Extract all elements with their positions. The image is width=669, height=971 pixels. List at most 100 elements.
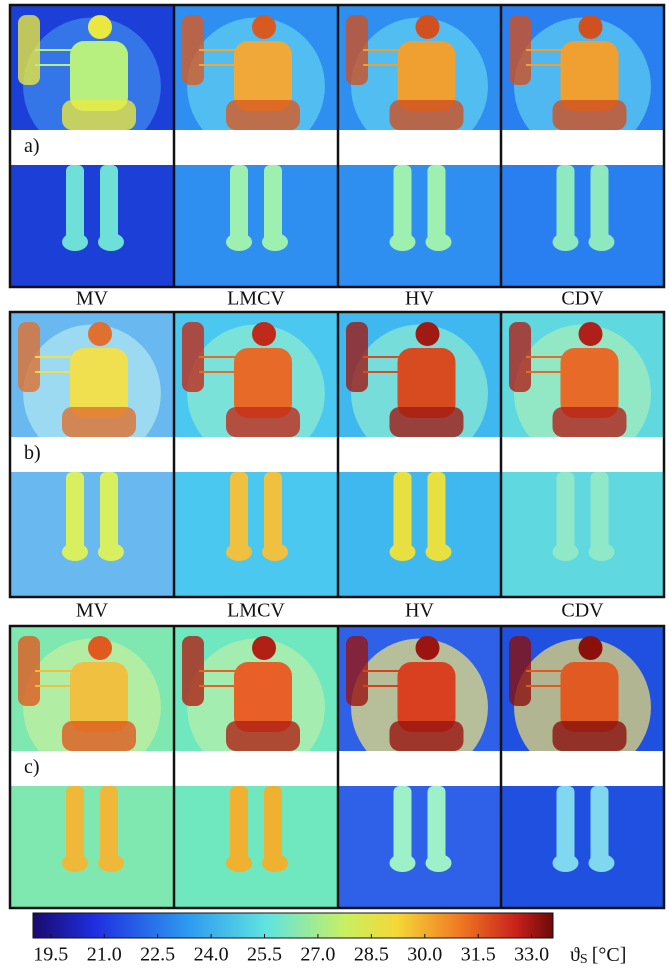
body-head <box>88 15 112 39</box>
body-head <box>416 636 440 660</box>
right-foot <box>589 543 615 561</box>
thermal-image <box>501 5 664 287</box>
column-label: HV <box>405 288 434 310</box>
left-foot <box>226 543 252 561</box>
thermal-image <box>501 312 664 597</box>
row-label: a) <box>24 135 40 157</box>
body-thighs <box>553 721 627 751</box>
left-foot <box>62 854 88 872</box>
column-label: HV <box>405 600 434 622</box>
left-foot <box>553 233 579 251</box>
white-band <box>174 751 338 786</box>
left-leg <box>557 472 575 552</box>
colorbar-tick-label: 21.0 <box>87 944 122 966</box>
left-leg <box>66 472 84 552</box>
white-band <box>174 437 338 472</box>
right-foot <box>98 233 124 251</box>
row-label: b) <box>24 442 41 464</box>
body-thighs <box>390 100 464 130</box>
colorbar-tick-label: 24.0 <box>194 944 229 966</box>
left-leg <box>394 786 412 863</box>
right-leg <box>428 786 446 863</box>
right-foot <box>98 543 124 561</box>
colorbar-tick-label: 19.5 <box>33 944 68 966</box>
left-leg <box>394 165 412 242</box>
thermal-image <box>338 312 501 597</box>
thermal-image <box>174 5 338 287</box>
left-foot <box>62 233 88 251</box>
body-thighs <box>62 721 136 751</box>
right-foot <box>589 233 615 251</box>
colorbar-tick-label: 22.5 <box>140 944 175 966</box>
right-foot <box>262 854 288 872</box>
right-leg <box>264 165 282 242</box>
column-label: LMCV <box>227 288 285 310</box>
body-head <box>579 636 603 660</box>
column-label: MV <box>76 288 109 310</box>
right-leg <box>264 472 282 552</box>
right-foot <box>426 233 452 251</box>
body-thighs <box>553 100 627 130</box>
left-leg <box>394 472 412 552</box>
white-band <box>338 130 501 165</box>
right-leg <box>591 472 609 552</box>
left-foot <box>553 854 579 872</box>
right-leg <box>100 165 118 242</box>
left-foot <box>226 233 252 251</box>
right-foot <box>98 854 124 872</box>
left-leg <box>66 165 84 242</box>
body-thighs <box>62 100 136 130</box>
body-head <box>88 636 112 660</box>
white-band <box>338 437 501 472</box>
body-head <box>579 15 603 39</box>
right-foot <box>426 854 452 872</box>
left-foot <box>390 854 416 872</box>
body-head <box>416 322 440 346</box>
right-foot <box>589 854 615 872</box>
thermal-image <box>174 312 338 597</box>
left-foot <box>226 854 252 872</box>
white-band <box>174 130 338 165</box>
right-leg <box>100 472 118 552</box>
body-thighs <box>390 407 464 437</box>
body-thighs <box>553 407 627 437</box>
unit-subscript: S <box>580 952 588 967</box>
body-head <box>579 322 603 346</box>
row-label: c) <box>24 756 40 778</box>
thermal-image <box>501 626 664 908</box>
left-leg <box>66 786 84 863</box>
body-head <box>252 322 276 346</box>
white-band <box>338 751 501 786</box>
white-band <box>501 751 664 786</box>
colorbar-unit: ϑS [°C] <box>570 944 626 968</box>
column-label: CDV <box>561 600 604 622</box>
body-thighs <box>226 721 300 751</box>
left-leg <box>230 786 248 863</box>
colorbar-tick-label: 31.5 <box>461 944 496 966</box>
thermal-image <box>174 626 338 908</box>
white-band <box>501 437 664 472</box>
unit-symbol: ϑ <box>570 944 580 966</box>
column-label: LMCV <box>227 600 285 622</box>
body-head <box>416 15 440 39</box>
body-thighs <box>226 100 300 130</box>
left-leg <box>557 786 575 863</box>
column-label: CDV <box>561 288 604 310</box>
right-leg <box>100 786 118 863</box>
column-label: MV <box>76 600 109 622</box>
right-leg <box>591 786 609 863</box>
body-thighs <box>62 407 136 437</box>
left-leg <box>557 165 575 242</box>
left-foot <box>390 543 416 561</box>
right-leg <box>428 472 446 552</box>
unit-text: [°C] <box>592 944 627 966</box>
left-leg <box>230 165 248 242</box>
colorbar-tick-label: 33.0 <box>514 944 549 966</box>
white-band <box>501 130 664 165</box>
figure: a) MV LMCV HV CDV b) MV LMCV HV CDV c) 19.5 21.0 22.5… <box>0 0 669 971</box>
colorbar-tick-label: 27.0 <box>300 944 335 966</box>
right-foot <box>426 543 452 561</box>
right-foot <box>262 543 288 561</box>
thermal-image <box>338 5 501 287</box>
left-foot <box>390 233 416 251</box>
